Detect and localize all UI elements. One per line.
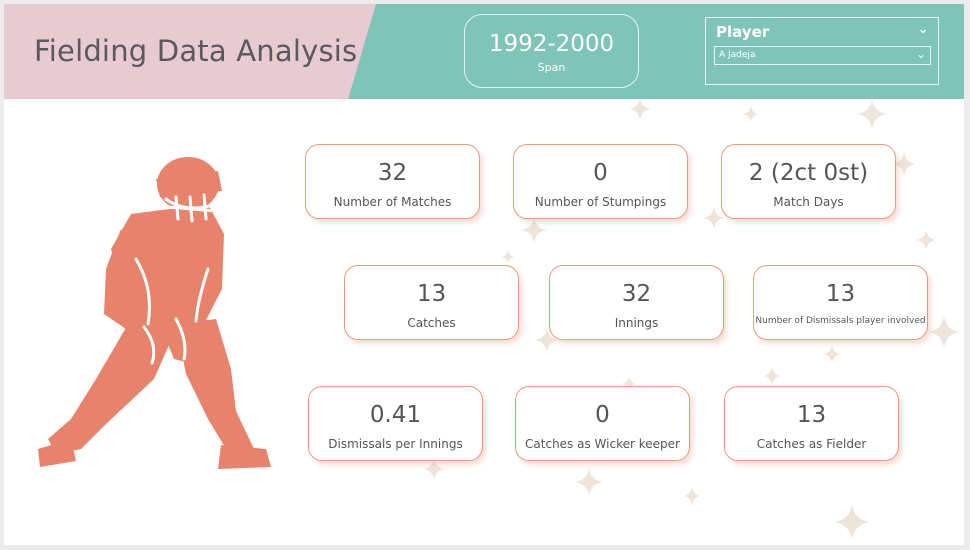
sparkle-icon	[834, 504, 870, 540]
kpi-label: Innings	[614, 316, 659, 330]
chevron-down-icon[interactable]: ⌄	[917, 21, 929, 37]
sparkle-icon	[928, 316, 960, 348]
page-title: Fielding Data Analysis	[34, 34, 358, 68]
report-canvas: Fielding Data Analysis 1992-2000 Span Pl…	[4, 4, 964, 545]
span-label: Span	[537, 61, 566, 74]
title-panel	[4, 4, 376, 99]
dropdown-chevron-icon[interactable]: ⌄	[915, 47, 926, 61]
sparkle-icon	[501, 250, 515, 264]
wicketkeeper-icon	[38, 157, 271, 469]
span-card: 1992-2000 Span	[464, 14, 639, 88]
kpi-card-dismissals-involved: 13 Number of Dismissals player involved	[753, 265, 928, 340]
player-slicer-title: Player	[716, 23, 770, 41]
kpi-label: Number of Matches	[333, 195, 452, 209]
kpi-card-catches-keeper: 0 Catches as Wicker keeper	[515, 386, 690, 461]
kpi-value: 13	[796, 402, 827, 428]
sparkle-icon	[823, 345, 841, 363]
sparkle-icon	[683, 487, 701, 505]
span-value: 1992-2000	[488, 31, 615, 57]
kpi-value: 13	[416, 281, 447, 307]
sparkle-icon	[916, 230, 936, 250]
sparkle-icon	[743, 106, 759, 122]
sparkle-icon	[423, 458, 445, 480]
kpi-value: 2 (2ct 0st)	[748, 160, 869, 186]
kpi-value: 13	[825, 281, 856, 307]
kpi-label: Match Days	[773, 195, 844, 209]
kpi-card-stumpings: 0 Number of Stumpings	[513, 144, 688, 219]
kpi-card-catches: 13 Catches	[344, 265, 519, 340]
kpi-card-matches: 32 Number of Matches	[305, 144, 480, 219]
sparkle-icon	[857, 99, 887, 129]
kpi-card-dismissals-per-innings: 0.41 Dismissals per Innings	[308, 386, 483, 461]
kpi-label: Dismissals per Innings	[328, 437, 463, 451]
sparkle-icon	[763, 367, 781, 385]
kpi-label: Number of Stumpings	[534, 195, 667, 209]
kpi-label: Catches as Wicker keeper	[525, 437, 680, 451]
kpi-card-match-days: 2 (2ct 0st) Match Days	[721, 144, 896, 219]
kpi-card-catches-fielder: 13 Catches as Fielder	[724, 386, 899, 461]
kpi-value: 0.41	[369, 402, 422, 428]
player-slicer[interactable]: Player ⌄ A Jadeja ⌄	[705, 17, 939, 85]
kpi-value: 0	[593, 160, 608, 186]
kpi-card-innings: 32 Innings	[549, 265, 724, 340]
sparkle-icon	[629, 98, 651, 120]
sparkle-icon	[575, 468, 603, 496]
player-dropdown[interactable]: A Jadeja ⌄	[714, 46, 931, 65]
kpi-value: 32	[621, 281, 652, 307]
kpi-label: Catches as Fielder	[756, 437, 867, 451]
sparkle-icon	[521, 217, 547, 243]
player-dropdown-value: A Jadeja	[719, 50, 756, 60]
kpi-value: 0	[595, 402, 610, 428]
kpi-label: Catches	[407, 316, 456, 330]
kpi-value: 32	[377, 160, 408, 186]
kpi-label: Number of Dismissals player involved	[755, 316, 926, 326]
